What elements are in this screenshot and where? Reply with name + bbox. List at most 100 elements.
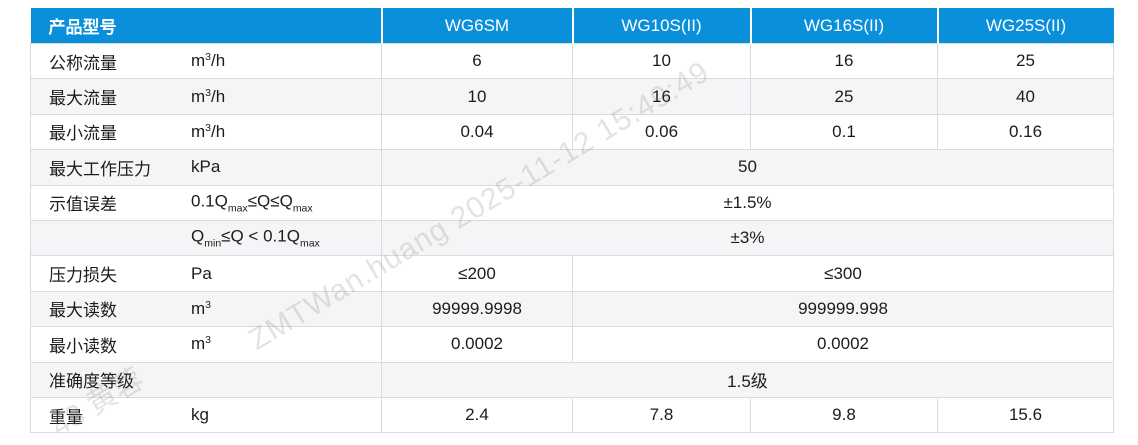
unit-text: kPa: [191, 157, 221, 177]
value-cell: ±1.5%: [381, 184, 1114, 221]
value-cell: 9.8: [750, 396, 938, 434]
value-cell: 0.0002: [381, 326, 573, 363]
table-row: 最小流量 m3/h 0.04 0.06 0.1 0.16: [30, 113, 1114, 151]
subscript-text: max: [227, 202, 248, 215]
value-cell: 0.06: [572, 113, 751, 151]
header-cell-product-model: 产品型号: [30, 8, 382, 44]
header-cell-model: WG25S(II): [936, 8, 1114, 44]
superscript-text: 3: [205, 298, 212, 311]
value-cell: 25: [750, 78, 938, 115]
table-row: 最大工作压力 kPa 50: [30, 149, 1114, 186]
row-unit: 0.1Qmax≤Q≤Qmax: [191, 191, 313, 214]
subscript-text: min: [204, 237, 222, 250]
header-cell-model: WG16S(II): [749, 8, 938, 44]
unit-text: m: [191, 121, 206, 141]
unit-text: ≤Q < 0.1Q: [221, 226, 300, 246]
row-label: 示值误差: [49, 195, 117, 215]
header-cell-model: WG6SM: [380, 8, 573, 44]
table-row: 示值误差 0.1Qmax≤Q≤Qmax ±1.5%: [30, 184, 1114, 221]
row-label-cell: 示值误差 0.1Qmax≤Q≤Qmax: [30, 184, 382, 221]
value-cell: 1.5级: [381, 361, 1114, 398]
table-row: 最小读数 m3 0.0002 0.0002: [30, 326, 1114, 363]
row-label: 最小读数: [49, 336, 117, 356]
value-cell: 16: [750, 42, 938, 80]
value-cell: 10: [572, 42, 751, 80]
unit-text: /h: [211, 51, 226, 71]
row-label-cell: 最小流量 m3/h: [30, 113, 382, 151]
header-row: 产品型号 WG6SM WG10S(II) WG16S(II) WG25S(II): [30, 8, 1114, 44]
row-label: 最大工作压力: [49, 159, 151, 179]
value-cell: 7.8: [572, 396, 751, 434]
subscript-text: max: [299, 237, 320, 250]
row-label-cell: 最大工作压力 kPa: [30, 149, 382, 186]
table-row: 公称流量 m3/h 6 10 16 25: [30, 42, 1114, 80]
table-row: 最大流量 m3/h 10 16 25 40: [30, 78, 1114, 115]
unit-text: /h: [211, 86, 226, 106]
row-unit: Pa: [191, 264, 212, 284]
row-label: 最大流量: [49, 89, 117, 109]
unit-text: 0.1Q: [191, 191, 228, 211]
superscript-text: 3: [205, 86, 212, 99]
superscript-text: 3: [205, 51, 212, 64]
superscript-text: 3: [205, 121, 212, 134]
unit-text: m: [191, 51, 206, 71]
value-cell: 16: [572, 78, 751, 115]
row-unit: kPa: [191, 157, 220, 177]
value-cell: 50: [381, 149, 1114, 186]
table-row: Qmin≤Q < 0.1Qmax ±3%: [30, 219, 1114, 257]
row-unit: m3/h: [191, 51, 225, 71]
value-cell: ≤200: [381, 255, 573, 292]
value-cell: 99999.9998: [381, 290, 573, 328]
table-row: 准确度等级 1.5级: [30, 361, 1114, 398]
row-label-cell: 最大流量 m3/h: [30, 78, 382, 115]
row-label-cell: 准确度等级: [30, 361, 382, 398]
unit-text: m: [191, 334, 206, 354]
value-cell: ±3%: [381, 219, 1114, 257]
row-label: 最大读数: [49, 301, 117, 321]
row-unit: m3: [191, 334, 211, 354]
value-cell: 0.16: [937, 113, 1114, 151]
value-cell: 2.4: [381, 396, 573, 434]
value-cell: 999999.998: [572, 290, 1114, 328]
subscript-text: max: [292, 202, 313, 215]
row-unit: Qmin≤Q < 0.1Qmax: [191, 227, 320, 250]
row-label: 重量: [49, 407, 83, 427]
value-cell: 0.1: [750, 113, 938, 151]
table-row: 重量 kg 2.4 7.8 9.8 15.6: [30, 396, 1114, 434]
value-cell: 0.04: [381, 113, 573, 151]
value-cell: 10: [381, 78, 573, 115]
row-label: 压力损失: [49, 266, 117, 286]
unit-text: ≤Q≤Q: [247, 191, 293, 211]
product-spec-table: 产品型号 WG6SM WG10S(II) WG16S(II) WG25S(II) 公称…: [30, 8, 1114, 434]
unit-text: m: [191, 86, 206, 106]
row-label-cell: Qmin≤Q < 0.1Qmax: [30, 219, 382, 257]
row-label: 准确度等级: [49, 372, 134, 392]
row-unit: m3: [191, 299, 211, 319]
unit-text: kg: [191, 405, 209, 425]
row-unit: kg: [191, 405, 209, 425]
unit-text: Q: [191, 226, 205, 246]
unit-text: Pa: [191, 263, 212, 283]
value-cell: ≤300: [572, 255, 1114, 292]
superscript-text: 3: [205, 334, 212, 347]
row-label-cell: 压力损失 Pa: [30, 255, 382, 292]
row-label-cell: 重量 kg: [30, 396, 382, 434]
unit-text: /h: [211, 121, 226, 141]
value-cell: 6: [381, 42, 573, 80]
spec-table-body: 公称流量 m3/h 6 10 16 25 最大流量 m3/h 10 16 25 40 最小流量 m3/h 0…: [30, 42, 1114, 434]
value-cell: 40: [937, 78, 1114, 115]
row-unit: m3/h: [191, 87, 225, 107]
header-cell-model: WG10S(II): [571, 8, 751, 44]
value-cell: 25: [937, 42, 1114, 80]
unit-text: m: [191, 298, 206, 318]
row-label: 公称流量: [49, 53, 117, 73]
table-row: 最大读数 m3 99999.9998 999999.998: [30, 290, 1114, 328]
value-cell: 0.0002: [572, 326, 1114, 363]
row-label-cell: 最小读数 m3: [30, 326, 382, 363]
row-label-cell: 公称流量 m3/h: [30, 42, 382, 80]
value-cell: 15.6: [937, 396, 1114, 434]
row-label: 最小流量: [49, 124, 117, 144]
row-label-cell: 最大读数 m3: [30, 290, 382, 328]
row-unit: m3/h: [191, 122, 225, 142]
